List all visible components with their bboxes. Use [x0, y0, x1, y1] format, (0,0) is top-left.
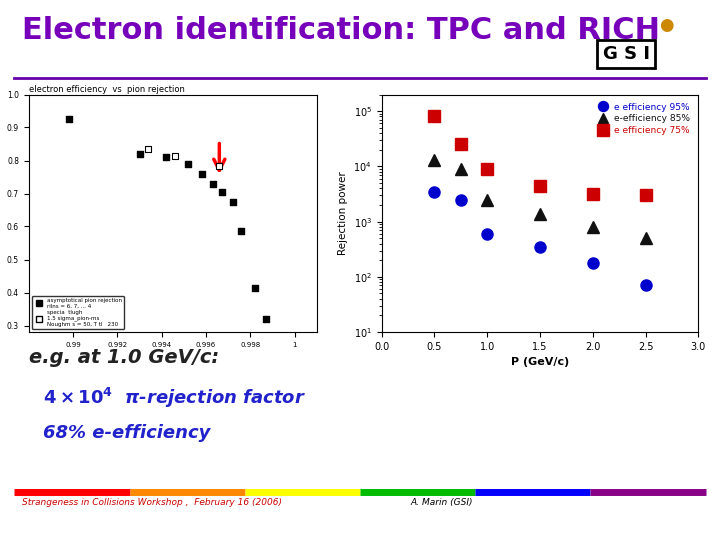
Text: Electron identification: TPC and RICH: Electron identification: TPC and RICH [22, 16, 660, 45]
e-efficiency 85% [642, 235, 650, 241]
e efficiency 95% [483, 231, 492, 237]
X-axis label: P (GeV/c): P (GeV/c) [511, 357, 569, 367]
e efficiency 75% [642, 192, 650, 199]
Point [63, 115, 74, 124]
e-efficiency 85% [483, 197, 492, 203]
Text: G S I: G S I [603, 45, 650, 63]
Text: electron efficiency  vs  pion rejection: electron efficiency vs pion rejection [29, 85, 184, 94]
Point [227, 198, 238, 206]
e efficiency 75% [536, 183, 544, 189]
Point [214, 162, 225, 171]
Point [134, 150, 145, 158]
Line: e efficiency 95%: e efficiency 95% [429, 186, 651, 291]
Point [207, 179, 218, 188]
Point [249, 283, 261, 292]
e efficiency 95% [456, 197, 465, 203]
Point [143, 145, 154, 153]
Point [216, 187, 228, 196]
e-efficiency 85% [456, 166, 465, 172]
Point [161, 153, 172, 161]
e-efficiency 85% [536, 210, 544, 217]
e efficiency 75% [483, 166, 492, 172]
e efficiency 75% [430, 113, 438, 120]
Point [183, 159, 194, 168]
e efficiency 95% [430, 188, 438, 195]
e-efficiency 85% [588, 224, 597, 230]
e efficiency 95% [588, 260, 597, 266]
e efficiency 75% [456, 141, 465, 147]
e-efficiency 85% [430, 157, 438, 163]
Line: e efficiency 75%: e efficiency 75% [428, 110, 652, 201]
e efficiency 95% [536, 244, 544, 250]
Legend: e efficiency 95%, e-efficiency 85%, e efficiency 75%: e efficiency 95%, e-efficiency 85%, e ef… [590, 99, 694, 139]
Text: Strangeness in Collisions Workshop ,  February 16 (2006): Strangeness in Collisions Workshop , Feb… [22, 497, 282, 507]
Point [169, 151, 181, 160]
Point [235, 227, 247, 236]
Point [260, 315, 271, 323]
e efficiency 95% [642, 282, 650, 289]
Text: e.g. at 1.0 GeV/c:: e.g. at 1.0 GeV/c: [29, 348, 219, 367]
Text: 68% e-efficiency: 68% e-efficiency [43, 424, 210, 442]
Text: ●: ● [659, 16, 673, 34]
Text: $\mathbf{4 \times 10^{4}}$  π-rejection factor: $\mathbf{4 \times 10^{4}}$ π-rejection f… [43, 386, 306, 410]
Point [196, 170, 207, 178]
e efficiency 75% [588, 191, 597, 197]
Line: e-efficiency 85%: e-efficiency 85% [429, 154, 651, 244]
Y-axis label: Rejection power: Rejection power [338, 171, 348, 255]
Y-axis label: eff: eff [0, 207, 1, 220]
Text: A. Marin (GSI): A. Marin (GSI) [410, 497, 473, 507]
Legend: asymptotical pion rejection
rilns = 6, 7, ... 4, specia  tlugh
1.5 sigma_pion-ms: asymptotical pion rejection rilns = 6, 7… [32, 296, 124, 329]
